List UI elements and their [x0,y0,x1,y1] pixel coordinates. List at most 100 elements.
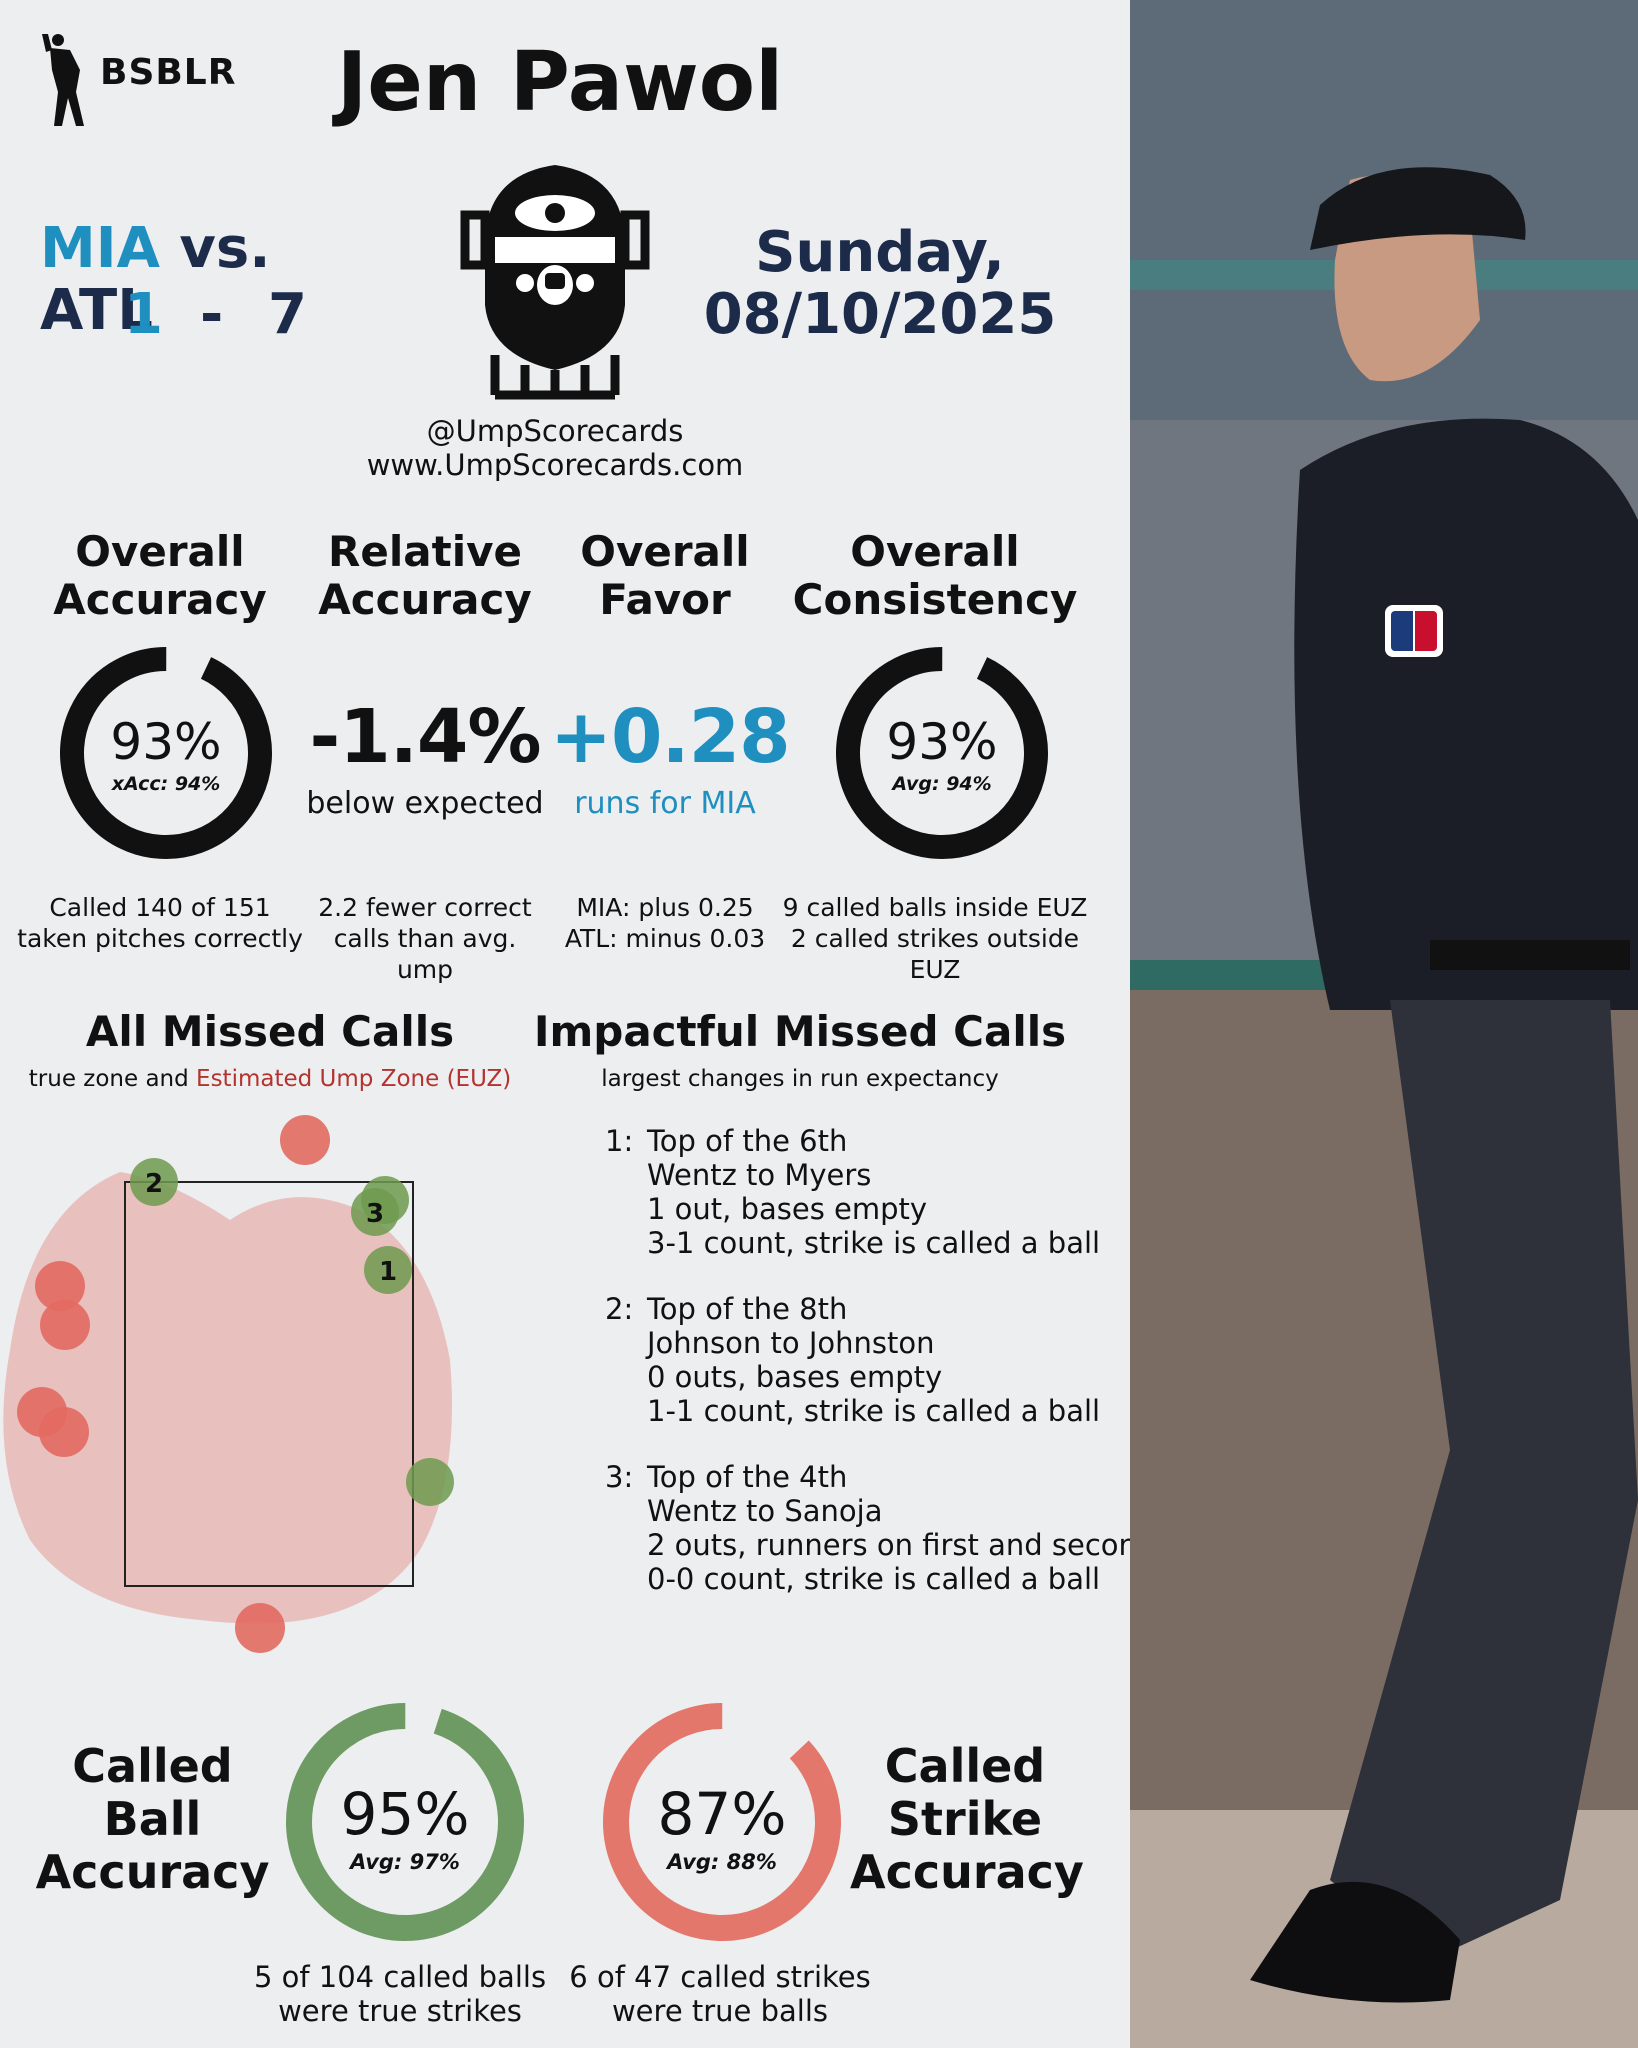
missed-call-dot [364,1246,412,1294]
missed-call-dot [35,1261,85,1311]
called-strike-title-line2: Strike [887,1792,1043,1846]
called-strike-title-line1: Called [884,1739,1046,1793]
impactful-title: Impactful Missed Calls [533,1007,1067,1056]
relative-accuracy-title: Relative Accuracy [305,528,545,624]
impactful-item-call: 3-1 count, strike is called a ball [647,1226,1101,1260]
impactful-item-matchup: Wentz to Sanoja [647,1494,883,1528]
missed-call-dot [130,1158,178,1206]
called-strike-ring: 87% Avg: 88% [600,1700,844,1944]
relative-accuracy-note: 2.2 fewer correct calls than avg. ump [305,892,545,985]
true-strike-zone [124,1181,414,1587]
bsblr-logo: BSBLR [40,30,235,130]
impactful-item-situation: 0 outs, bases empty [647,1360,943,1394]
overall-favor-note-line1: MIA: plus 0.25 [576,893,754,922]
away-score: 1 [124,282,163,347]
overall-consistency-title-line1: Overall [850,527,1020,576]
impact-label-3: 3 [366,1199,384,1229]
relative-accuracy-title-line1: Relative [328,527,522,576]
overall-favor-title-line2: Favor [599,575,731,624]
overall-favor-sub: runs for MIA [574,786,756,821]
home-score: 7 [268,282,307,347]
called-strike-title: Called Strike Accuracy [850,1739,1084,1899]
game-date: Sunday, 08/10/2025 [700,222,1060,346]
overall-consistency-title-line2: Consistency [792,575,1078,624]
overall-accuracy-note-line1: Called 140 of 151 [49,893,271,922]
called-ball-note-line2: were true strikes [278,1994,522,2028]
overall-accuracy-note: Called 140 of 151 taken pitches correctl… [10,892,310,954]
overall-favor-title: Overall Favor [560,528,770,624]
strike-zone-plot: 2 3 1 [3,1115,454,1653]
relative-accuracy-note-line2: calls than avg. ump [333,924,517,984]
overall-accuracy-value: 93% [110,713,222,771]
overall-consistency-note-line1: 9 called balls inside EUZ [782,893,1088,922]
impact-label-1: 1 [379,1257,397,1287]
euz-label: Estimated Ump Zone (EUZ) [196,1066,512,1092]
impactful-item-situation: 2 outs, runners on first and second [647,1528,1156,1562]
vs-text: vs. [179,216,271,281]
called-ball-note-line1: 5 of 104 called balls [253,1960,547,1994]
impactful-item-num: 3: [605,1460,634,1494]
called-ball-note: 5 of 104 called balls were true strikes [250,1960,550,2028]
missed-calls-sub: true zone and Estimated Ump Zone (EUZ) [20,1066,520,1092]
missed-calls-sub-prefix: true zone and [28,1066,189,1092]
impactful-item-inning: Top of the 8th [647,1292,848,1326]
umpire-figure [1130,0,1638,2048]
missed-calls-title: All Missed Calls [85,1007,455,1056]
impactful-item-inning: Top of the 4th [647,1460,848,1494]
relative-accuracy-note-line1: 2.2 fewer correct [318,893,532,922]
called-ball-ring: 95% Avg: 97% [283,1700,527,1944]
impactful-item-call: 0-0 count, strike is called a ball [647,1562,1101,1596]
date-day: Sunday, [755,220,1005,285]
missed-call-dot [280,1115,330,1165]
called-strike-title-line3: Accuracy [850,1845,1084,1899]
overall-consistency-sub: Avg: 94% [892,773,992,795]
matchup: MIA vs. ATL [40,218,380,342]
relative-accuracy-value: -1.4% [309,694,542,780]
impact-label-2: 2 [145,1169,163,1199]
missed-call-dot [351,1188,399,1236]
missed-call-dot [235,1603,285,1653]
euz-region [3,1172,452,1624]
relative-accuracy-sub: below expected [306,786,544,821]
overall-consistency-ring: 93% Avg: 94% [834,645,1050,861]
umpire-mask-icon [460,165,650,400]
overall-favor-value: +0.28 [550,694,791,780]
overall-accuracy-title-line2: Accuracy [53,575,267,624]
impactful-item-situation: 1 out, bases empty [647,1192,928,1226]
impactful-item-num: 1: [605,1124,634,1158]
overall-accuracy-ring: 93% xAcc: 94% [58,645,274,861]
called-ball-sub: Avg: 97% [350,1850,460,1874]
called-strike-value: 87% [657,1780,787,1848]
score-dash: - [200,282,224,347]
called-ball-value: 95% [340,1780,470,1848]
overall-consistency-note: 9 called balls inside EUZ 2 called strik… [770,892,1100,985]
called-strike-note-line2: were true balls [611,1994,829,2028]
logo-text: BSBLR [100,52,237,93]
missed-call-dot [40,1300,90,1350]
impactful-item-num: 2: [605,1292,634,1326]
overall-accuracy-title: Overall Accuracy [30,528,290,624]
overall-consistency-note-line2: 2 called strikes outside EUZ [790,924,1080,984]
overall-favor-note: MIA: plus 0.25 ATL: minus 0.03 [555,892,775,954]
called-strike-note-line1: 6 of 47 called strikes [569,1960,871,1994]
missed-call-dot [406,1458,454,1506]
batter-silhouette-icon [42,34,84,126]
impactful-sub: largest changes in run expectancy [601,1066,999,1092]
called-ball-title-line1: Called [72,1739,233,1793]
called-ball-title-line2: Ball [103,1792,202,1846]
impactful-item-call: 1-1 count, strike is called a ball [647,1394,1101,1428]
impactful-item-inning: Top of the 6th [647,1124,848,1158]
called-ball-title-line3: Accuracy [35,1845,270,1899]
ring-arc [603,1703,841,1941]
mlb-logo-icon [1385,605,1443,657]
overall-favor-note-line2: ATL: minus 0.03 [564,924,766,953]
umpire-name: Jen Pawol [336,35,784,130]
called-strike-note: 6 of 47 called strikes were true balls [560,1960,880,2028]
overall-accuracy-note-line2: taken pitches correctly [17,924,303,953]
impactful-item-matchup: Wentz to Myers [647,1158,872,1192]
missed-call-dot [39,1407,89,1457]
website-link[interactable]: www.UmpScorecards.com [366,448,744,482]
home-team: ATL [40,278,153,343]
handle-text[interactable]: @UmpScorecards [426,414,684,448]
relative-accuracy-title-line2: Accuracy [318,575,532,624]
